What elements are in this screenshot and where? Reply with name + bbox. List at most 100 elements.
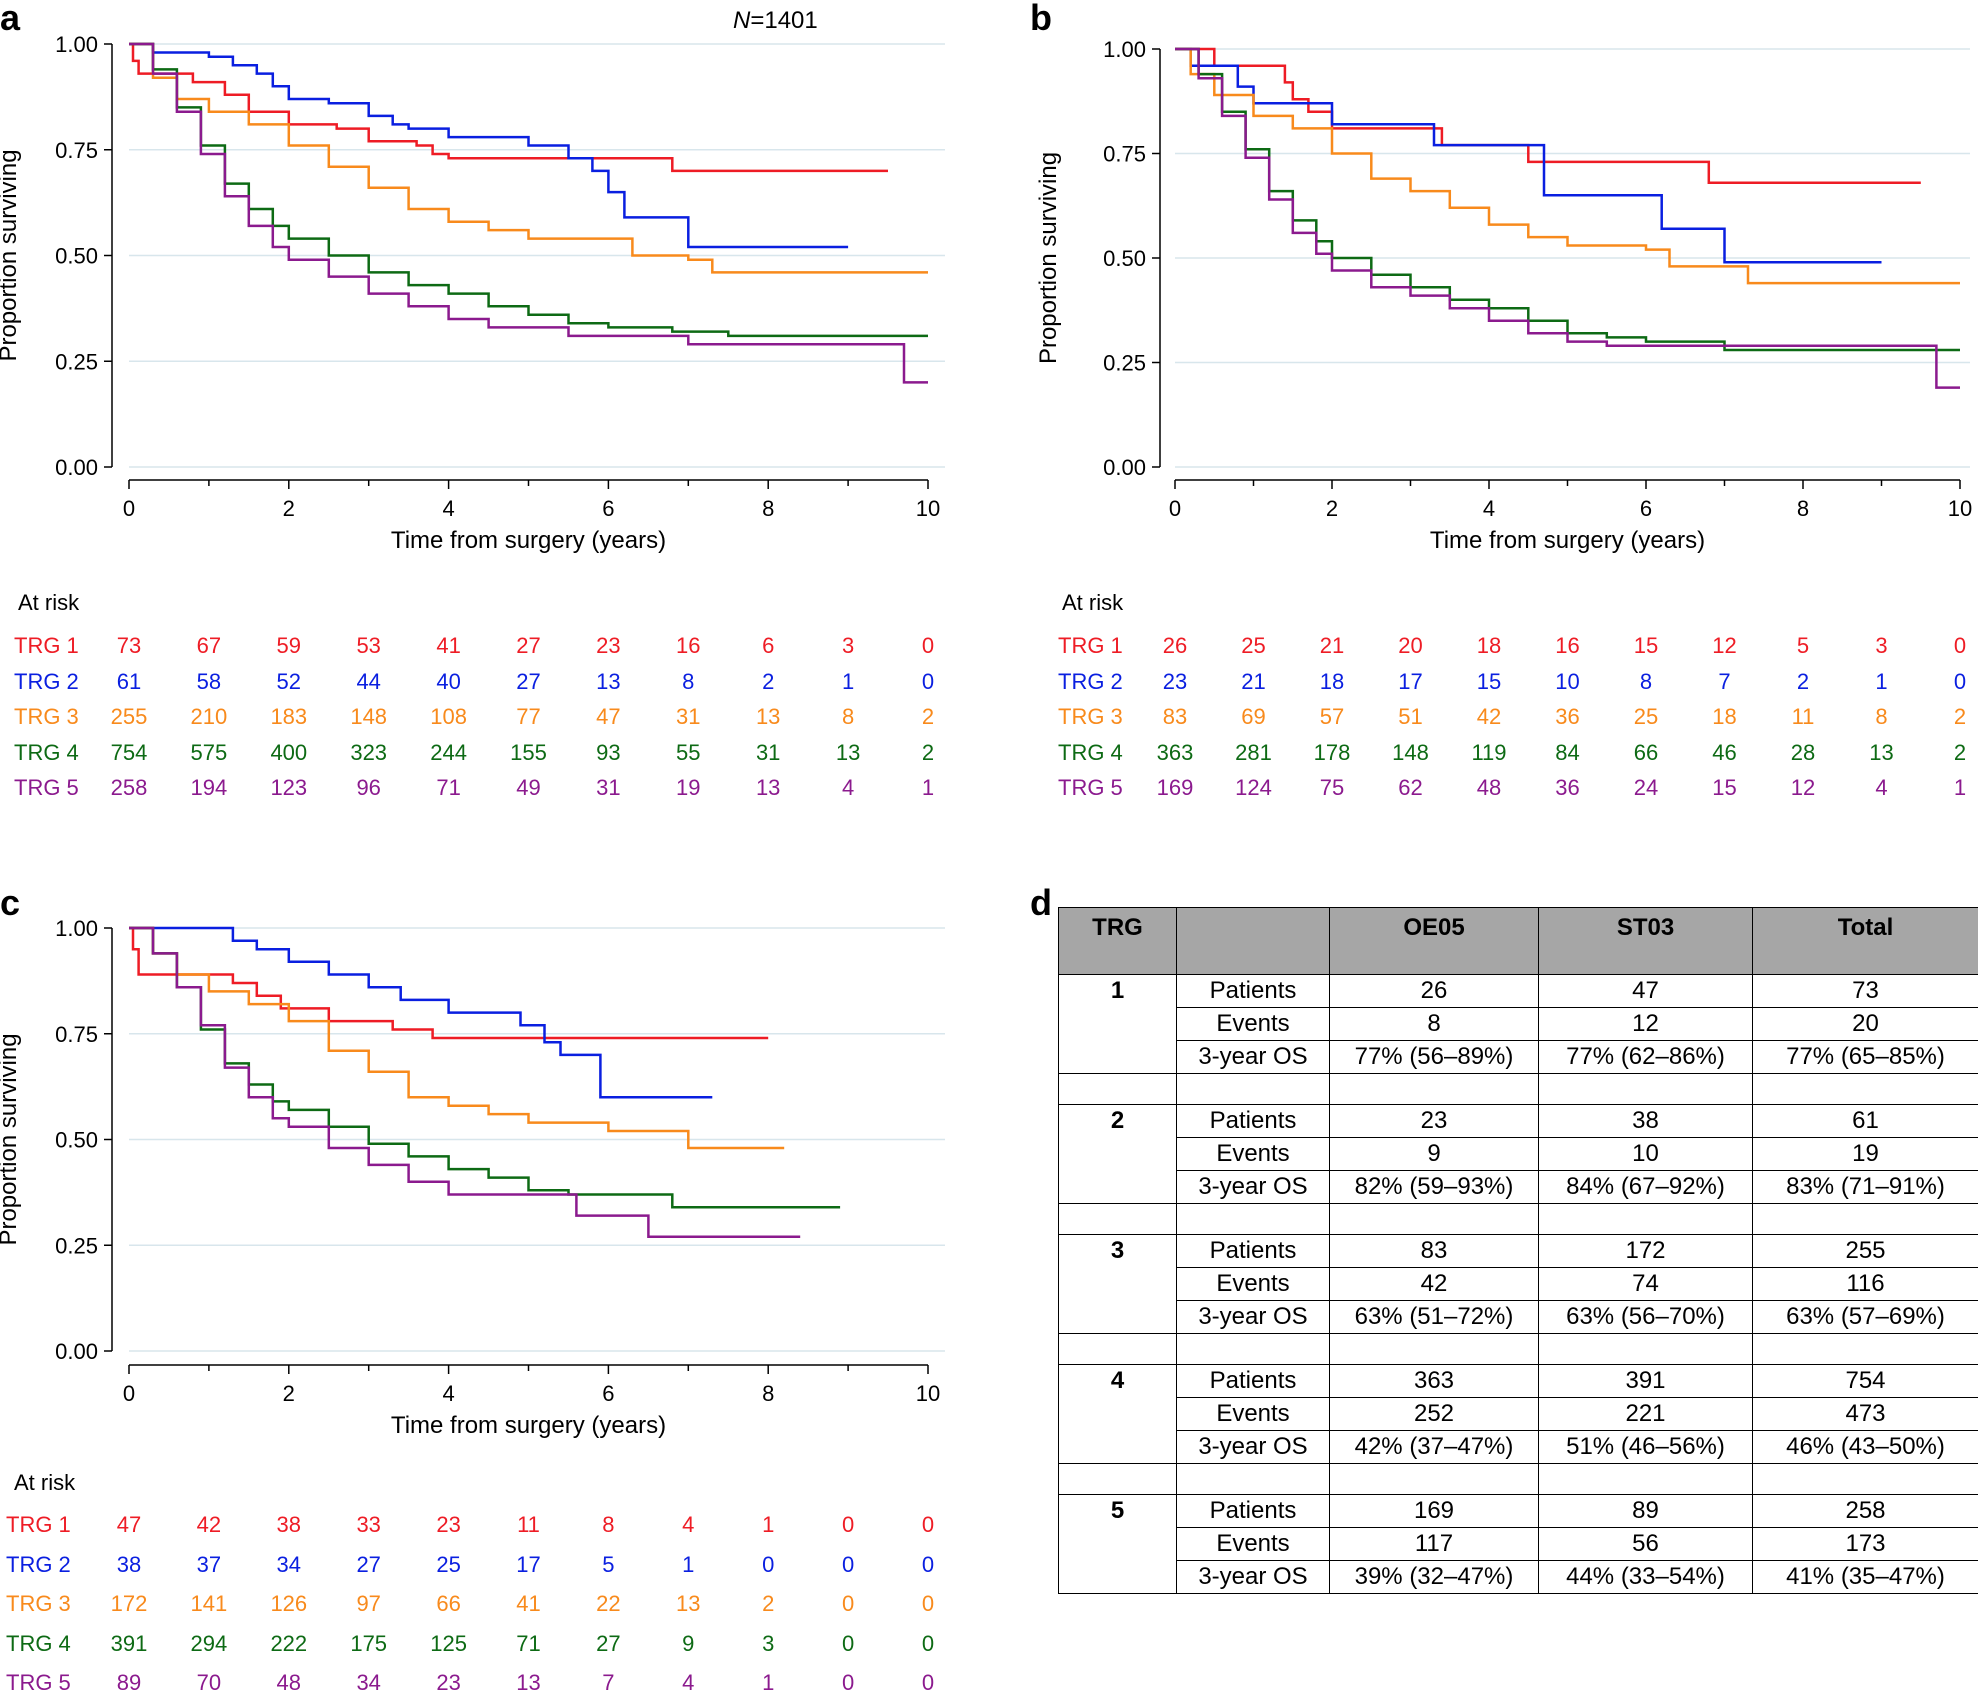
at-risk-value: 66 xyxy=(1606,740,1686,766)
cell-total: 20 xyxy=(1753,1008,1978,1041)
at-risk-value: 18 xyxy=(1292,669,1372,695)
cell-label: Events xyxy=(1177,1008,1330,1041)
cell-label: Patients xyxy=(1177,1495,1330,1528)
km-curve-trg-1 xyxy=(129,44,888,171)
at-risk-value: 77 xyxy=(489,704,569,730)
at-risk-value: 1 xyxy=(888,775,968,801)
trg-cell: 5 xyxy=(1059,1495,1177,1594)
cell-st03: 56 xyxy=(1539,1528,1753,1561)
x-tick-label: 0 xyxy=(1169,496,1181,521)
at-risk-value: 11 xyxy=(489,1512,569,1538)
trg-cell: 4 xyxy=(1059,1365,1177,1464)
at-risk-value: 48 xyxy=(249,1670,329,1696)
cell-label: Patients xyxy=(1177,975,1330,1008)
spacer-cell xyxy=(1177,1074,1330,1105)
at-risk-value: 7 xyxy=(1685,669,1765,695)
x-tick-label: 6 xyxy=(1640,496,1652,521)
km-curve-trg-1 xyxy=(129,928,768,1038)
at-risk-title: At risk xyxy=(1062,590,1123,616)
at-risk-row-label: TRG 4 xyxy=(1058,740,1123,766)
spacer-row xyxy=(1059,1204,1978,1235)
y-tick-label: 0.00 xyxy=(55,455,98,480)
x-tick-label: 2 xyxy=(283,496,295,521)
at-risk-value: 75 xyxy=(1292,775,1372,801)
at-risk-value: 3 xyxy=(1842,633,1922,659)
cell-st03: 51% (46–56%) xyxy=(1539,1431,1753,1464)
at-risk-value: 4 xyxy=(1842,775,1922,801)
at-risk-value: 55 xyxy=(648,740,728,766)
spacer-row xyxy=(1059,1464,1978,1495)
x-tick-label: 10 xyxy=(916,1381,940,1406)
at-risk-value: 0 xyxy=(888,669,968,695)
cell-oe05: 23 xyxy=(1330,1105,1539,1138)
cell-total: 46% (43–50%) xyxy=(1753,1431,1978,1464)
cell-oe05: 363 xyxy=(1330,1365,1539,1398)
at-risk-value: 8 xyxy=(1606,669,1686,695)
cell-oe05: 26 xyxy=(1330,975,1539,1008)
at-risk-value: 8 xyxy=(648,669,728,695)
at-risk-row-label: TRG 1 xyxy=(14,633,79,659)
at-risk-value: 400 xyxy=(249,740,329,766)
at-risk-value: 169 xyxy=(1135,775,1215,801)
cell-total: 258 xyxy=(1753,1495,1978,1528)
at-risk-value: 59 xyxy=(249,633,329,659)
at-risk-value: 1 xyxy=(808,669,888,695)
at-risk-value: 17 xyxy=(489,1552,569,1578)
cell-label: 3-year OS xyxy=(1177,1301,1330,1334)
at-risk-value: 93 xyxy=(568,740,648,766)
cell-total: 83% (71–91%) xyxy=(1753,1171,1978,1204)
cell-total: 41% (35–47%) xyxy=(1753,1561,1978,1594)
at-risk-value: 17 xyxy=(1371,669,1451,695)
at-risk-value: 13 xyxy=(728,775,808,801)
x-tick-label: 8 xyxy=(1797,496,1809,521)
at-risk-value: 258 xyxy=(89,775,169,801)
at-risk-value: 51 xyxy=(1371,704,1451,730)
spacer-cell xyxy=(1059,1074,1177,1105)
at-risk-value: 119 xyxy=(1449,740,1529,766)
at-risk-value: 0 xyxy=(808,1552,888,1578)
at-risk-value: 125 xyxy=(409,1631,489,1657)
x-tick-label: 4 xyxy=(442,1381,454,1406)
at-risk-value: 0 xyxy=(808,1670,888,1696)
at-risk-value: 47 xyxy=(568,704,648,730)
at-risk-value: 2 xyxy=(1763,669,1843,695)
cell-total: 754 xyxy=(1753,1365,1978,1398)
at-risk-value: 13 xyxy=(489,1670,569,1696)
y-tick-label: 0.25 xyxy=(1103,351,1146,376)
at-risk-value: 126 xyxy=(249,1591,329,1617)
cell-st03: 77% (62–86%) xyxy=(1539,1041,1753,1074)
at-risk-value: 2 xyxy=(728,1591,808,1617)
at-risk-value: 53 xyxy=(329,633,409,659)
at-risk-value: 7 xyxy=(568,1670,648,1696)
at-risk-value: 194 xyxy=(169,775,249,801)
at-risk-value: 141 xyxy=(169,1591,249,1617)
at-risk-value: 4 xyxy=(648,1670,728,1696)
at-risk-value: 148 xyxy=(329,704,409,730)
cell-oe05: 42% (37–47%) xyxy=(1330,1431,1539,1464)
at-risk-row-label: TRG 2 xyxy=(6,1552,71,1578)
at-risk-value: 27 xyxy=(489,633,569,659)
at-risk-value: 2 xyxy=(888,704,968,730)
cell-st03: 38 xyxy=(1539,1105,1753,1138)
y-axis-label: Proportion surviving xyxy=(0,1033,22,1245)
at-risk-value: 363 xyxy=(1135,740,1215,766)
at-risk-value: 67 xyxy=(169,633,249,659)
x-tick-label: 4 xyxy=(1483,496,1495,521)
spacer-cell xyxy=(1330,1464,1539,1495)
at-risk-value: 1 xyxy=(728,1512,808,1538)
at-risk-value: 15 xyxy=(1606,633,1686,659)
at-risk-value: 41 xyxy=(489,1591,569,1617)
at-risk-value: 31 xyxy=(728,740,808,766)
cell-st03: 63% (56–70%) xyxy=(1539,1301,1753,1334)
cell-total: 473 xyxy=(1753,1398,1978,1431)
cell-st03: 84% (67–92%) xyxy=(1539,1171,1753,1204)
